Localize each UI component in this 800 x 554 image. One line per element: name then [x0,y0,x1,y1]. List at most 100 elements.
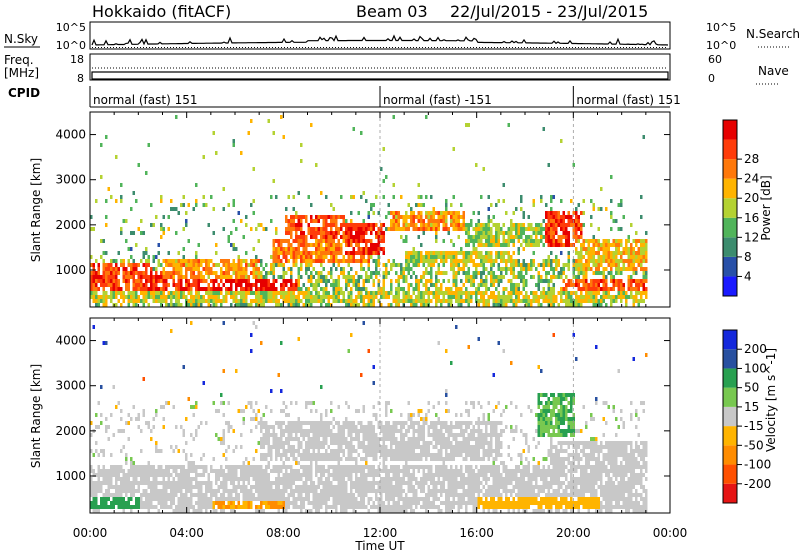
heatmap-cell [270,485,273,489]
heatmap-cell [120,481,123,485]
heatmap-cell [142,409,145,413]
heatmap-cell [492,223,495,227]
heatmap-cell [95,481,98,485]
heatmap-cell [315,259,318,263]
heatmap-cell [272,469,275,473]
heatmap-cell [360,291,363,295]
heatmap-cell [305,497,308,501]
heatmap-cell [297,255,300,259]
heatmap-cell [562,211,565,215]
heatmap-cell [162,295,165,299]
heatmap-cell [287,227,290,231]
heatmap-cell [545,279,548,283]
heatmap-cell [392,227,395,231]
heatmap-cell [227,203,230,207]
heatmap-cell [290,223,293,227]
heatmap-cell [470,291,473,295]
heatmap-cell [475,287,478,291]
heatmap-cell [147,255,150,259]
heatmap-cell [292,295,295,299]
heatmap-cell [107,477,110,481]
heatmap-cell [370,441,373,445]
heatmap-cell [340,493,343,497]
heatmap-cell [185,453,188,457]
heatmap-cell [177,283,180,287]
heatmap-cell [292,429,295,433]
heatmap-cell [117,401,120,405]
heatmap-cell [412,259,415,263]
heatmap-cell [610,267,613,271]
heatmap-cell [237,481,240,485]
heatmap-cell [452,195,455,199]
heatmap-cell [142,255,145,259]
heatmap-cell [307,509,310,513]
heatmap-cell [190,433,193,437]
heatmap-cell [620,259,623,263]
heatmap-cell [115,497,118,501]
heatmap-cell [467,295,470,299]
heatmap-cell [477,283,480,287]
heatmap-cell [585,287,588,291]
heatmap-cell [172,485,175,489]
heatmap-cell [357,223,360,227]
heatmap-cell [397,283,400,287]
heatmap-cell [415,203,418,207]
heatmap-cell [350,485,353,489]
heatmap-cell [560,251,563,255]
heatmap-cell [182,433,185,437]
heatmap-cell [262,291,265,295]
heatmap-cell [210,497,213,501]
heatmap-cell [335,299,338,303]
heatmap-cell [415,215,418,219]
heatmap-cell [172,291,175,295]
heatmap-cell [352,505,355,509]
heatmap-cell [122,445,125,449]
heatmap-cell [442,239,445,243]
heatmap-cell [577,239,580,243]
heatmap-cell [580,243,583,247]
heatmap-cell [570,199,573,203]
heatmap-cell [447,295,450,299]
heatmap-cell [280,251,283,255]
heatmap-cell [215,497,218,501]
heatmap-cell [172,259,175,263]
heatmap-cell [282,485,285,489]
heatmap-cell [537,283,540,287]
heatmap-cell [202,469,205,473]
heatmap-cell [345,401,348,405]
heatmap-cell [482,295,485,299]
heatmap-cell [315,465,318,469]
heatmap-cell [450,287,453,291]
heatmap-cell [157,291,160,295]
heatmap-cell [90,295,93,299]
heatmap-cell [197,295,200,299]
heatmap-cell [482,235,485,239]
heatmap-cell [325,489,328,493]
heatmap-cell [100,275,103,279]
heatmap-cell [292,303,295,307]
heatmap-cell [360,239,363,243]
heatmap-cell [490,263,493,267]
heatmap-cell [432,219,435,223]
heatmap-cell [292,287,295,291]
heatmap-cell [242,279,245,283]
heatmap-cell [190,299,193,303]
heatmap-cell [265,497,268,501]
heatmap-cell [202,481,205,485]
heatmap-cell [312,453,315,457]
heatmap-cell [250,505,253,509]
heatmap-cell [147,295,150,299]
heatmap-cell [357,429,360,433]
heatmap-cell [170,207,173,211]
heatmap-cell [637,263,640,267]
heatmap-cell [322,469,325,473]
heatmap-cell [370,303,373,307]
heatmap-cell [585,267,588,271]
heatmap-cell [550,243,553,247]
heatmap-cell [630,267,633,271]
heatmap-cell [597,287,600,291]
heatmap-cell [520,275,523,279]
heatmap-cell [232,469,235,473]
heatmap-cell [130,271,133,275]
heatmap-cell [227,497,230,501]
